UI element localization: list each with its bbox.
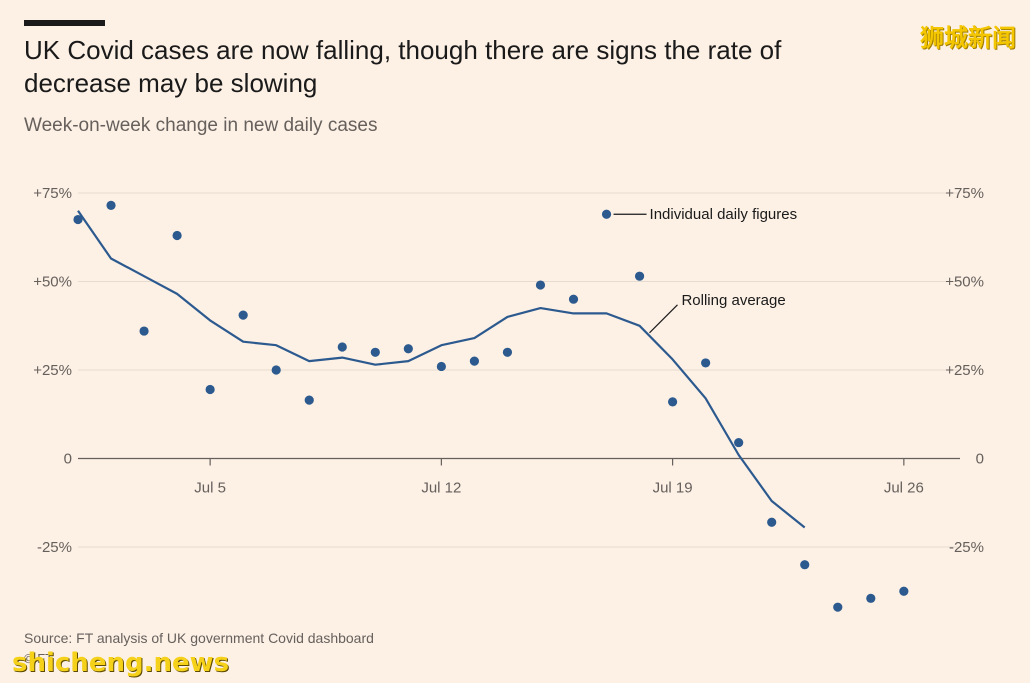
x-tick-label: Jul 12: [421, 480, 461, 497]
daily-figure-point: [668, 397, 678, 407]
rolling-average-leader-line: [649, 304, 678, 334]
title-accent-bar: [24, 20, 105, 26]
watermark-logo-top: 狮城新闻: [920, 24, 1016, 52]
daily-figure-point: [535, 280, 546, 290]
y-axis-ticks: +75% +75% +50% +50% +25% +25% 0 0 -25% -25%: [33, 185, 984, 556]
daily-figures-layer: [73, 200, 909, 612]
daily-figure-point: [139, 326, 149, 336]
daily-figure-point: [238, 310, 248, 320]
daily-figure-point: [701, 358, 711, 368]
daily-figure-point: [337, 342, 347, 352]
x-axis-ticks: Jul 5 Jul 12 Jul 19 Jul 26: [194, 458, 924, 497]
daily-figure-point: [734, 437, 744, 448]
y-tick-label-right: 0: [976, 451, 984, 468]
daily-figure-point: [205, 384, 215, 395]
daily-figure-point: [106, 200, 116, 210]
daily-figure-point: [899, 586, 909, 596]
copyright-note: © FT: [24, 651, 54, 666]
source-note: Source: FT analysis of UK government Cov…: [24, 630, 374, 646]
daily-figure-point: [767, 517, 777, 527]
daily-figure-point: [469, 356, 480, 366]
x-tick-label: Jul 26: [884, 480, 924, 497]
chart-subtitle: Week-on-week change in new daily cases: [24, 115, 378, 136]
daily-figure-point: [502, 347, 513, 357]
daily-figure-point: [833, 602, 843, 612]
legend-label-daily: Individual daily figures: [650, 206, 798, 223]
y-tick-label-right: +25%: [945, 362, 984, 379]
daily-figure-point: [304, 395, 314, 405]
y-tick-label-left: -25%: [37, 539, 72, 556]
x-tick-label: Jul 5: [194, 480, 226, 497]
daily-figure-point: [73, 214, 83, 225]
y-tick-label-left: +25%: [33, 362, 72, 379]
daily-figure-point: [634, 271, 645, 281]
daily-figure-point: [271, 365, 281, 375]
y-tick-label-right: +50%: [945, 274, 984, 291]
y-tick-label-right: -25%: [949, 539, 984, 556]
annotations: Individual daily figures Rolling average: [613, 206, 798, 334]
chart-title: UK Covid cases are now falling, though t…: [24, 35, 782, 98]
legend-label-rolling: Rolling average: [681, 292, 785, 309]
daily-figure-point: [403, 344, 413, 354]
watermark-logo-bottom: shicheng.news: [12, 648, 230, 678]
y-tick-label-left: +50%: [33, 274, 72, 291]
daily-figure-point: [601, 209, 612, 219]
daily-figure-point: [568, 294, 579, 304]
daily-figure-point: [172, 230, 182, 241]
daily-figure-point: [800, 560, 810, 570]
x-tick-label: Jul 19: [653, 480, 693, 497]
rolling-average-layer: [77, 210, 806, 529]
daily-figure-point: [866, 593, 876, 603]
daily-figure-point: [370, 347, 380, 357]
daily-figure-point: [436, 361, 446, 372]
gridlines: [78, 192, 960, 548]
y-tick-label-left: +75%: [33, 185, 72, 202]
y-tick-label-right: +75%: [945, 185, 984, 202]
y-tick-label-left: 0: [64, 451, 72, 468]
rolling-average-line: [77, 210, 806, 529]
